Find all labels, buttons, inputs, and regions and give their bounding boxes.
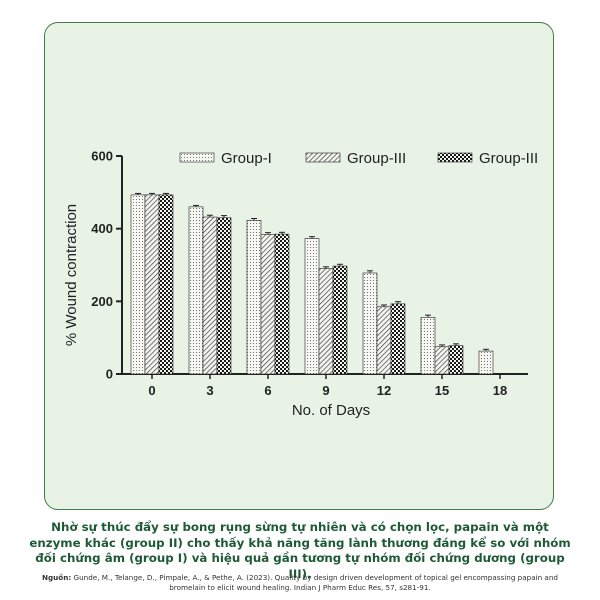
- bar: [130, 194, 146, 375]
- x-tick-label: 0: [148, 383, 155, 398]
- bar: [390, 303, 406, 375]
- bar: [362, 272, 378, 375]
- x-tick-label: 6: [264, 383, 271, 398]
- bar: [448, 345, 464, 375]
- bar: [376, 306, 392, 375]
- bar: [478, 350, 494, 375]
- bar: [304, 238, 320, 375]
- bar: [188, 206, 204, 375]
- bar: [318, 268, 334, 375]
- x-tick-label: 15: [435, 383, 449, 398]
- source-citation: Nguồn: Gunde, M., Telange, D., Pimpale, …: [30, 573, 570, 592]
- y-tick-label: 200: [91, 294, 113, 309]
- legend: Group-I Group-III Group-III: [179, 150, 538, 167]
- legend-label: Group-III: [347, 150, 406, 167]
- bar: [158, 194, 174, 375]
- figure-caption: Nhờ sự thúc đẩy sự bong rụng sừng tự nhi…: [29, 520, 571, 581]
- y-tick-label: 600: [91, 149, 113, 164]
- bars: [130, 192, 494, 375]
- x-tick-label: 18: [493, 383, 507, 398]
- chart-card: [44, 22, 554, 510]
- x-axis-title: No. of Days: [292, 402, 370, 419]
- x-tick-label: 12: [377, 383, 391, 398]
- source-text: Gunde, M., Telange, D., Pimpale, A., & P…: [73, 573, 558, 592]
- labels: 0 200 400 600 0 3 6 9 12 15 18 No. of Days % Wound c…: [63, 149, 507, 420]
- legend-swatch: [437, 152, 473, 163]
- legend-label: Group-I: [221, 150, 272, 167]
- bar: [420, 317, 436, 375]
- y-tick-label: 0: [106, 367, 113, 382]
- source-label: Nguồn:: [42, 573, 72, 582]
- bar: [202, 216, 218, 375]
- legend-swatch: [305, 152, 341, 163]
- bar: [332, 265, 348, 375]
- legend-label: Group-III: [479, 150, 538, 167]
- bar: [274, 233, 290, 375]
- legend-swatch: [179, 152, 215, 163]
- x-tick-label: 3: [206, 383, 213, 398]
- x-tick-label: 9: [322, 383, 329, 398]
- bar: [246, 220, 262, 375]
- y-tick-label: 400: [91, 221, 113, 236]
- bar: [434, 346, 450, 375]
- bar: [260, 234, 276, 375]
- bar: [216, 217, 232, 375]
- bar: [144, 194, 160, 375]
- y-axis-title: % Wound contraction: [63, 204, 80, 346]
